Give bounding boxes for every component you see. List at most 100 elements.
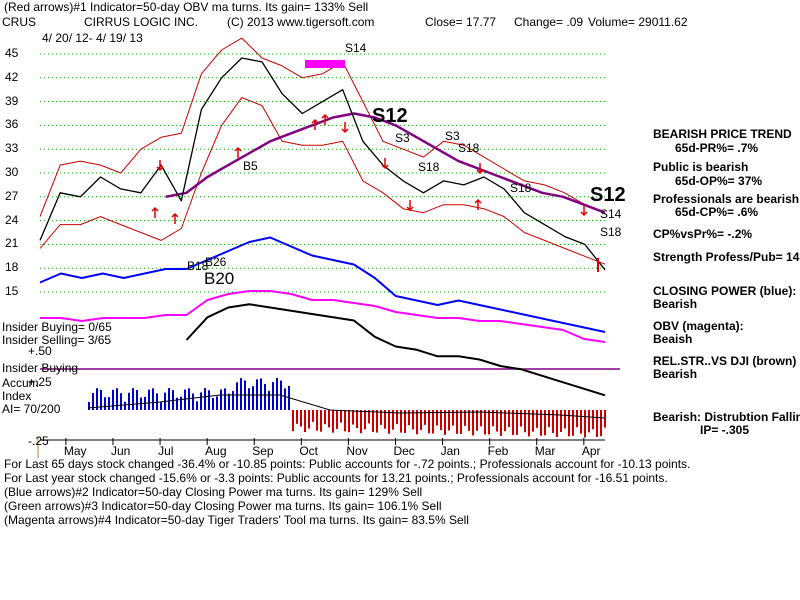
sell-arrow bbox=[580, 205, 588, 217]
side-cp-bearish: Bearish bbox=[653, 297, 698, 311]
accum-bar-negative bbox=[460, 410, 462, 434]
month-label-jul: Jul bbox=[158, 444, 173, 458]
accum-bar-positive bbox=[192, 393, 194, 410]
accum-bar-negative bbox=[412, 410, 414, 430]
insider-line-label: Insider Buying bbox=[2, 361, 79, 375]
sell-arrow bbox=[476, 163, 484, 175]
accum-bar-positive bbox=[272, 382, 274, 410]
signal-label-s12: S12 bbox=[590, 184, 626, 206]
accum-bar-negative bbox=[472, 410, 474, 436]
side-cp: 65d-CP%= .6% bbox=[675, 205, 759, 219]
y-tick-label: 45 bbox=[5, 46, 19, 60]
accum-bar-positive bbox=[176, 397, 178, 410]
accum-bar-negative bbox=[400, 410, 402, 433]
accum-bar-positive bbox=[120, 393, 122, 410]
accum-bar-positive bbox=[148, 389, 150, 410]
month-label-dec: Dec bbox=[393, 444, 414, 458]
accum-bar-positive bbox=[204, 388, 206, 410]
relstr-line bbox=[185, 303, 606, 397]
accum-bar-negative bbox=[340, 410, 342, 423]
y-tick-label: 42 bbox=[5, 69, 19, 84]
footer-blue-arrows: (Blue arrows)#2 Indicator=50-day Closing… bbox=[4, 485, 423, 499]
accum-bar-negative bbox=[392, 410, 394, 430]
accum-bar-negative bbox=[384, 410, 386, 429]
accum-bar-negative bbox=[572, 410, 574, 436]
company-name: CIRRUS LOGIC INC. bbox=[84, 15, 199, 29]
footer-green-arrows: (Green arrows)#3 Indicator=50-day Closin… bbox=[4, 499, 442, 513]
accum-bar-negative bbox=[336, 410, 338, 429]
y-tick-label: 24 bbox=[5, 212, 19, 227]
price-line bbox=[39, 57, 606, 271]
month-label-mar: Mar bbox=[535, 444, 556, 458]
accum-bar-positive bbox=[212, 397, 214, 410]
accum-bar-negative bbox=[324, 410, 326, 425]
accum-bar-negative bbox=[420, 410, 422, 431]
lower-band-line bbox=[39, 97, 606, 265]
accum-bar-negative bbox=[436, 410, 438, 426]
y-tick-label: 33 bbox=[5, 141, 19, 156]
accum-bar-negative bbox=[468, 410, 470, 431]
side-relstr-bearish: Bearish bbox=[653, 367, 698, 381]
insider-buying-count: Insider Buying= 0/65 bbox=[2, 320, 112, 334]
accum-bar-negative bbox=[408, 410, 410, 426]
close-value: Close= 17.77 bbox=[425, 15, 497, 29]
accum-bar-negative bbox=[432, 410, 434, 434]
accum-bar-negative bbox=[564, 410, 566, 429]
accum-bar-negative bbox=[476, 410, 478, 431]
signal-label-b20: B20 bbox=[204, 269, 234, 288]
ticker-symbol: CRUS bbox=[2, 15, 37, 29]
signal-label-s3: S3 bbox=[395, 131, 410, 145]
side-public: Public is bearish bbox=[653, 160, 749, 174]
accum-bar-negative bbox=[588, 410, 590, 433]
side-price-trend: BEARISH PRICE TREND bbox=[653, 127, 792, 141]
accum-bar-negative bbox=[364, 410, 366, 430]
accum-bar-negative bbox=[536, 410, 538, 428]
accum-bar-negative bbox=[496, 410, 498, 432]
accum-bar-negative bbox=[592, 410, 594, 430]
accum-bar-negative bbox=[456, 410, 458, 434]
buy-arrow bbox=[311, 118, 319, 130]
accum-bar-negative bbox=[296, 410, 298, 424]
signal-label-s18: S18 bbox=[510, 181, 532, 195]
side-closing-power: CLOSING POWER (blue): bbox=[653, 284, 797, 298]
month-label-jun: Jun bbox=[111, 444, 130, 458]
side-op: 65d-OP%= 37% bbox=[675, 174, 763, 188]
accum-bar-negative bbox=[560, 410, 562, 432]
accum-bar-negative bbox=[556, 410, 558, 437]
accum-bar-positive bbox=[136, 390, 138, 410]
signal-label-s3: S3 bbox=[445, 129, 460, 143]
accum-bar-positive bbox=[156, 393, 158, 410]
y-tick-label: 27 bbox=[5, 188, 19, 203]
accum-bar-positive bbox=[132, 388, 134, 410]
accum-bar-negative bbox=[516, 410, 518, 435]
accum-bar-positive bbox=[260, 378, 262, 410]
y-tick-label: 18 bbox=[5, 260, 19, 275]
volume-value: Volume= 29011.62 bbox=[588, 15, 688, 29]
accum-bar-positive bbox=[184, 389, 186, 410]
side-distribution: Bearish: Distrubtion Falling bbox=[653, 410, 800, 424]
accum-bar-negative bbox=[488, 410, 490, 435]
accum-bar-negative bbox=[396, 410, 398, 425]
accum-bar-negative bbox=[440, 410, 442, 431]
accum-bar-negative bbox=[584, 410, 586, 438]
footer-magenta-arrows: (Magenta arrows)#4 Indicator=50-day Tige… bbox=[4, 513, 469, 527]
y-tick-label: 30 bbox=[5, 165, 19, 179]
footer-65day: For Last 65 days stock changed -36.4% or… bbox=[4, 457, 691, 471]
accum-bar-positive bbox=[160, 401, 162, 410]
month-label-aug: Aug bbox=[205, 444, 226, 458]
buy-arrow bbox=[234, 146, 242, 158]
y-tick-label: 21 bbox=[5, 236, 19, 251]
accum-bar-positive bbox=[232, 391, 234, 410]
accum-bar-positive bbox=[180, 396, 182, 410]
accum-bar-negative bbox=[452, 410, 454, 426]
accum-bar-negative bbox=[388, 410, 390, 434]
accum-bar-negative bbox=[596, 410, 598, 437]
side-cpvspr: CP%vsPr%= -.2% bbox=[653, 227, 753, 241]
accum-bar-positive bbox=[208, 390, 210, 410]
accum-bar-negative bbox=[404, 410, 406, 434]
accum-bar-positive bbox=[264, 383, 266, 410]
signal-label-s14: S14 bbox=[600, 207, 622, 221]
change-value: Change= .09 bbox=[514, 15, 584, 29]
accum-bar-negative bbox=[480, 410, 482, 427]
